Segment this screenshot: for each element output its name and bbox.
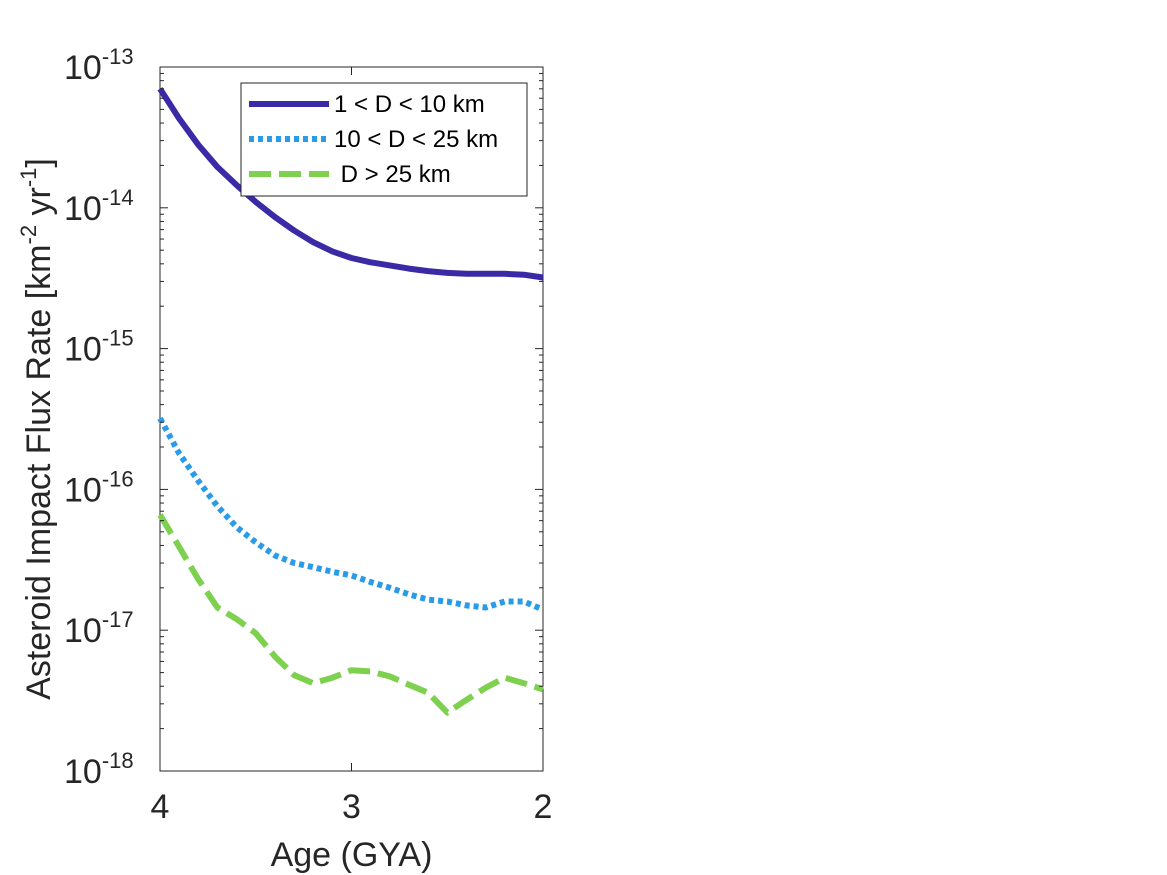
y-tick-label: 10-18 — [64, 748, 134, 791]
legend: 1 < D < 10 km 10 < D < 25 km D > 25 km — [240, 82, 528, 197]
y-tick-label: 10-14 — [64, 185, 134, 228]
y-tick-label: 10-13 — [64, 44, 134, 87]
legend-label-1: 1 < D < 10 km — [334, 91, 485, 118]
y-axis-ticks: 10-18 10-17 10-16 10-15 10-14 10-13 — [64, 44, 543, 791]
y-tick-label: 10-16 — [64, 466, 134, 509]
y-tick-label: 10-15 — [64, 326, 134, 369]
legend-label-3: D > 25 km — [334, 161, 451, 188]
series-layer — [157, 87, 545, 716]
series-line-1 — [157, 87, 544, 281]
legend-label-2: 10 < D < 25 km — [334, 126, 498, 153]
x-tick-label: 3 — [342, 788, 361, 826]
x-axis-ticks: 4 3 2 — [151, 67, 553, 826]
y-tick-label: 10-17 — [64, 607, 134, 650]
x-tick-label: 4 — [151, 788, 170, 826]
y-axis-title: Asteroid Impact Flux Rate [km-2 yr-1] — [16, 158, 58, 700]
x-axis-title: Age (GYA) — [271, 836, 433, 874]
x-tick-label: 2 — [534, 788, 553, 826]
series-line-3 — [157, 513, 544, 716]
